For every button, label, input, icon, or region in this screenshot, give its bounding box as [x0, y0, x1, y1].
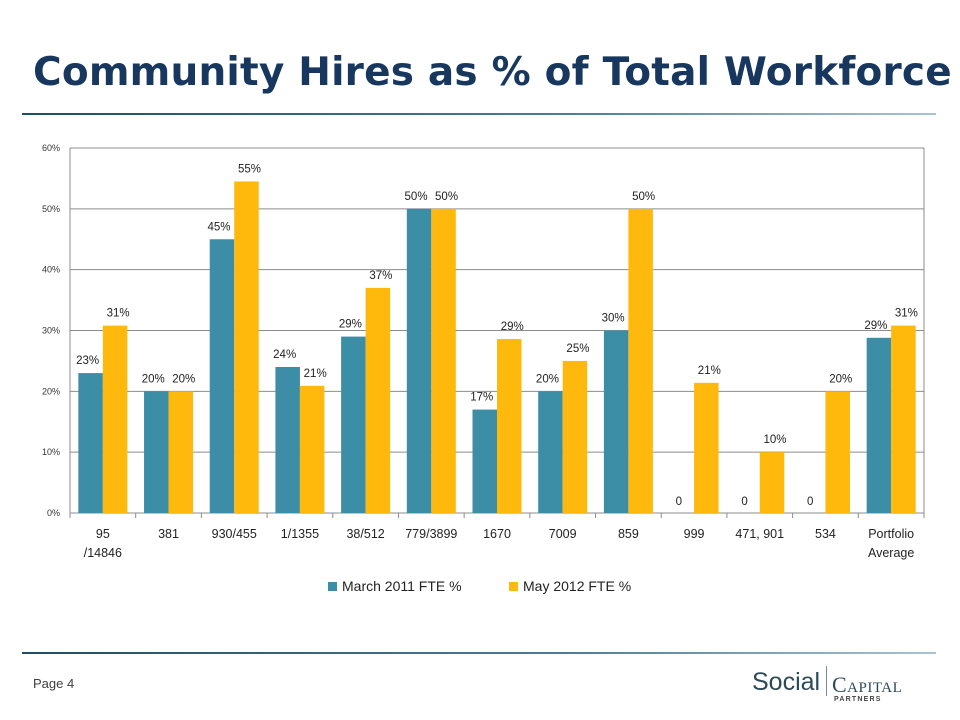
bar-march-2011-fte [209, 239, 235, 513]
x-category-label: Portfolio [868, 527, 914, 541]
data-label-march-2011-fte: 29% [339, 319, 362, 331]
data-label-may-2012-fte: 31% [895, 308, 918, 320]
bar-may-2012-fte [825, 391, 850, 513]
x-category-label: 1670 [483, 527, 511, 541]
bar-may-2012-fte [562, 360, 588, 513]
data-label-march-2011-fte: 24% [273, 349, 296, 361]
data-label-march-2011-fte: 20% [536, 373, 559, 385]
x-category-label: 779/3899 [405, 527, 457, 541]
bar-march-2011-fte [275, 367, 300, 513]
x-category-label: 95 [96, 527, 110, 541]
data-label-march-2011-fte: 23% [76, 355, 99, 367]
bar-march-2011-fte [144, 391, 169, 513]
x-category-label: 471, 901 [735, 527, 784, 541]
data-label-march-2011-fte: 29% [864, 320, 887, 332]
bar-may-2012-fte [234, 181, 259, 514]
bar-may-2012-fte [299, 385, 325, 513]
logo-divider [826, 666, 827, 696]
legend-swatch-may-2012-fte [509, 582, 518, 591]
bar-chart: 0% 10% 20% 30% 40% 50% 60% 23% 20% 45% 24% 29% 50% 17… [42, 143, 925, 594]
bar-may-2012-fte [168, 391, 194, 513]
bar-march-2011-fte [538, 391, 563, 513]
y-tick-label: 50% [42, 204, 60, 214]
x-category-label: /14846 [84, 546, 122, 560]
y-tick-label: 20% [42, 386, 60, 396]
bar-march-2011-fte [406, 208, 432, 514]
data-label-may-2012-fte: 20% [172, 373, 195, 385]
logo-word-social: Social [752, 668, 821, 696]
data-label-march-2011-fte: 0 [741, 496, 747, 508]
legend-label-march-2011-fte: March 2011 FTE % [342, 578, 462, 594]
x-category-label: 1/1355 [281, 527, 319, 541]
data-label-may-2012-fte: 29% [501, 321, 524, 333]
logo-word-capital: Capital [832, 672, 903, 697]
bar-march-2011-fte [603, 330, 629, 513]
data-label-may-2012-fte: 21% [698, 365, 721, 377]
data-label-march-2011-fte: 17% [470, 392, 493, 404]
data-label-may-2012-fte: 10% [764, 434, 787, 446]
data-label-may-2012-fte: 31% [107, 308, 130, 320]
bar-march-2011-fte [472, 409, 497, 513]
data-label-march-2011-fte: 45% [207, 221, 230, 233]
bar-may-2012-fte [365, 287, 391, 513]
x-category-label: Average [868, 546, 914, 560]
legend-label-may-2012-fte: May 2012 FTE % [523, 578, 631, 594]
x-category-label: 534 [815, 527, 836, 541]
y-tick-label: 30% [42, 326, 60, 336]
data-label-may-2012-fte: 37% [369, 270, 392, 282]
bar-march-2011-fte [866, 337, 892, 513]
data-label-march-2011-fte: 30% [602, 313, 625, 325]
bar-may-2012-fte [694, 382, 719, 513]
company-logo: Social Capital PARTNERS [752, 664, 927, 710]
data-label-may-2012-fte: 21% [304, 368, 327, 380]
data-label-may-2012-fte: 50% [632, 191, 655, 203]
y-tick-label: 60% [42, 143, 60, 153]
data-label-may-2012-fte: 20% [829, 373, 852, 385]
x-category-label: 859 [618, 527, 639, 541]
bar-may-2012-fte [628, 208, 653, 514]
y-tick-label: 0% [47, 508, 60, 518]
bar-march-2011-fte [341, 336, 366, 513]
data-label-march-2011-fte: 0 [676, 496, 682, 508]
page-number: Page 4 [33, 676, 75, 691]
x-category-label: 930/455 [212, 527, 257, 541]
bar-may-2012-fte [759, 452, 785, 513]
data-label-may-2012-fte: 55% [238, 163, 261, 175]
data-label-may-2012-fte: 50% [435, 191, 458, 203]
y-tick-label: 10% [42, 447, 60, 457]
bar-march-2011-fte [78, 373, 103, 513]
x-category-label: 38/512 [346, 527, 384, 541]
data-label-may-2012-fte: 25% [566, 343, 589, 355]
legend-swatch-march-2011-fte [328, 582, 337, 591]
x-category-label: 7009 [549, 527, 577, 541]
bar-may-2012-fte [102, 325, 128, 513]
data-label-march-2011-fte: 20% [142, 373, 165, 385]
data-label-march-2011-fte: 50% [405, 191, 428, 203]
x-category-label: 381 [158, 527, 179, 541]
bar-may-2012-fte [431, 208, 456, 514]
slide-title: Community Hires as % of Total Workforce [33, 50, 952, 95]
bar-may-2012-fte [497, 339, 522, 513]
logo-word-partners: PARTNERS [834, 696, 882, 703]
bar-may-2012-fte [891, 325, 916, 513]
title-divider [22, 113, 936, 115]
x-category-label: 999 [684, 527, 705, 541]
data-label-march-2011-fte: 0 [807, 496, 813, 508]
y-tick-label: 40% [42, 265, 60, 275]
footer-divider [22, 652, 936, 654]
